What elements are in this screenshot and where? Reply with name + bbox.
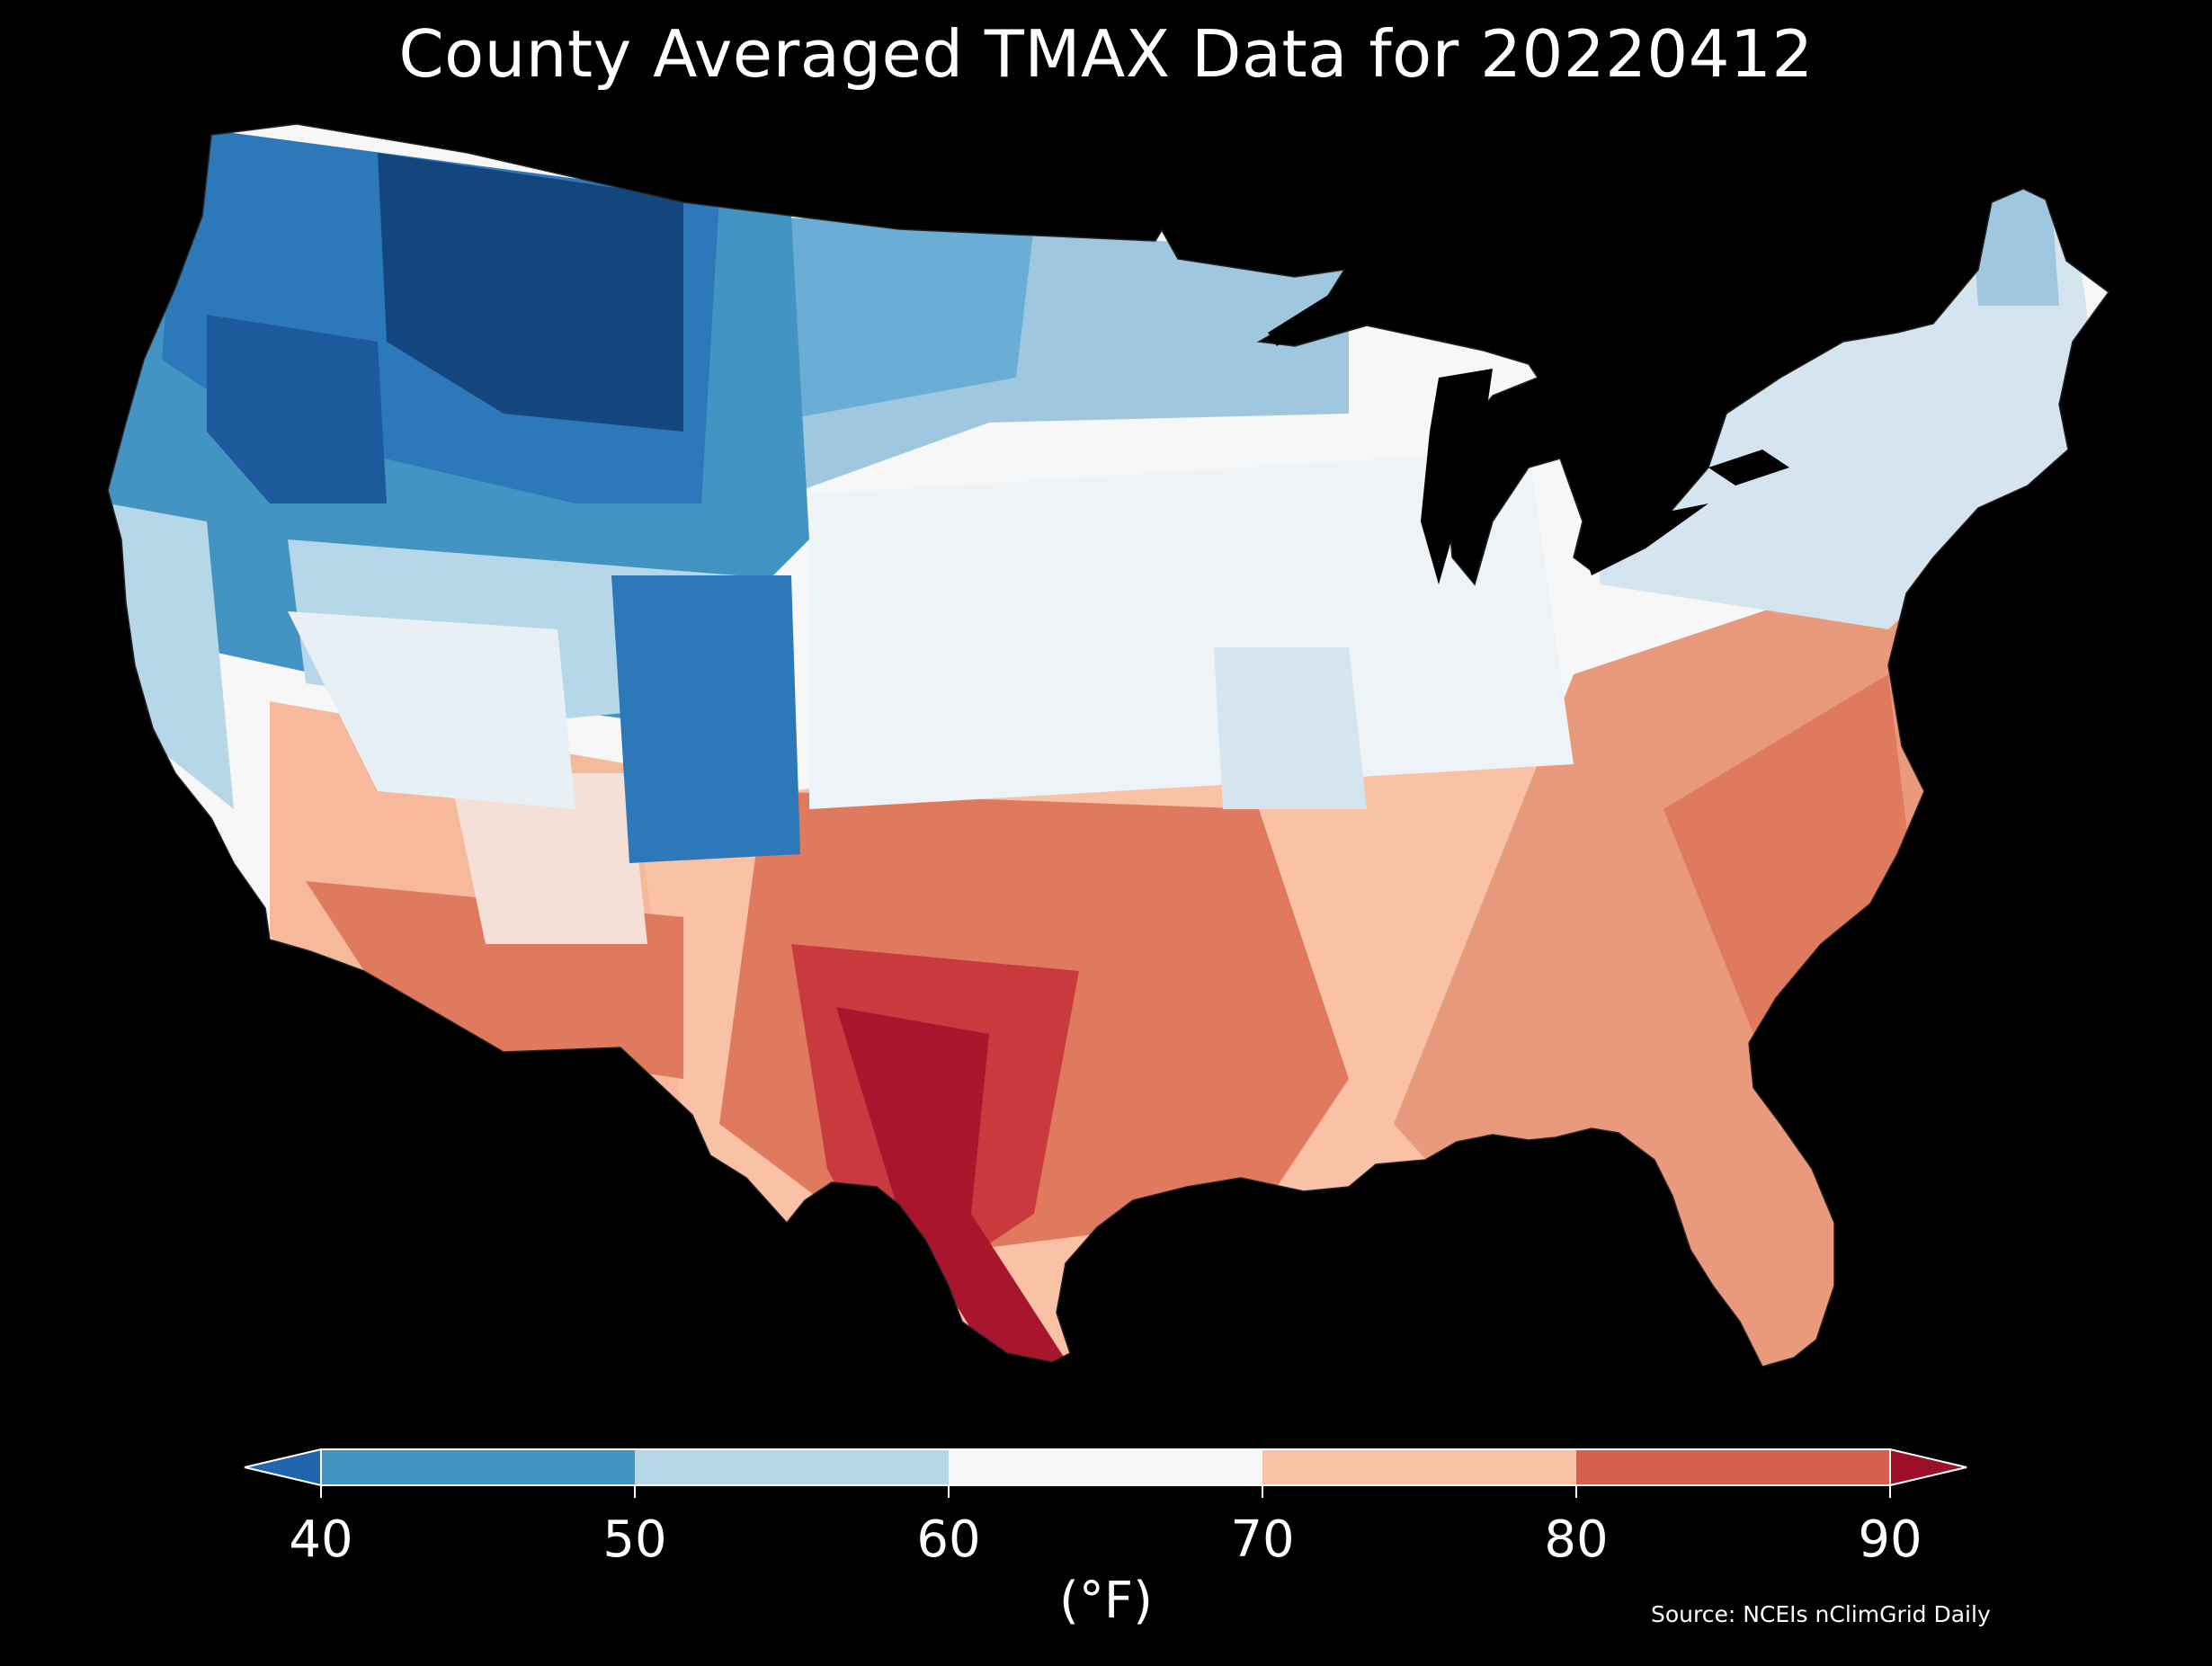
colorbar-tick-label: 80	[1544, 1510, 1609, 1569]
colorbar-tick-label: 40	[289, 1510, 353, 1569]
colorbar-tick-label: 70	[1230, 1510, 1295, 1569]
colorbar-bin	[321, 1449, 635, 1485]
colorbar-extend-high	[1889, 1448, 1967, 1487]
colorbar-tick-label: 50	[602, 1510, 667, 1569]
great-lakes	[1268, 270, 1789, 584]
colorbar-bin	[949, 1449, 1262, 1485]
colorbar-bin	[1576, 1449, 1890, 1485]
colorbar-bin	[1262, 1449, 1576, 1485]
colorbar-unit-label: (°F)	[1059, 1572, 1153, 1630]
source-credit: Source: NCEIs nClimGrid Daily	[1651, 1601, 1991, 1627]
colorbar-tick-label: 90	[1858, 1510, 1922, 1569]
map-title: County Averaged TMAX Data for 20220412	[398, 16, 1814, 92]
colorbar-bin	[635, 1449, 949, 1485]
colorbar-tick-label: 60	[916, 1510, 981, 1569]
us-county-tmax-map	[107, 123, 2110, 1368]
colorbar-extend-low	[244, 1448, 322, 1487]
colorbar-outline	[320, 1448, 1891, 1486]
